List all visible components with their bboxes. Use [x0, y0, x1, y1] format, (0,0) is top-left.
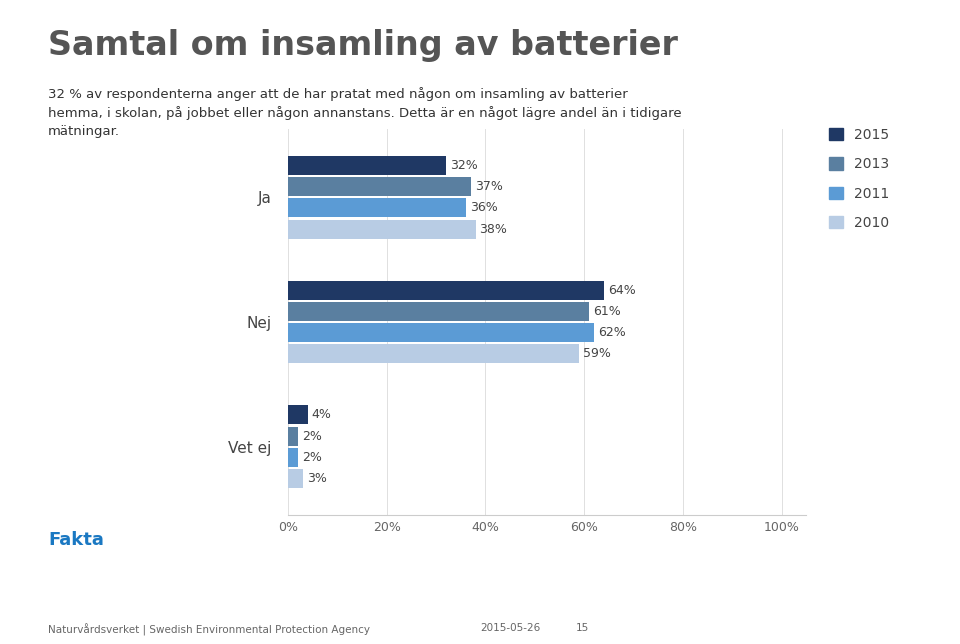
Bar [288, 177, 470, 196]
Text: 2%: 2% [301, 430, 322, 442]
Bar [288, 345, 579, 363]
Text: 2%: 2% [301, 451, 322, 464]
Text: Samtal om insamling av batterier: Samtal om insamling av batterier [48, 29, 678, 62]
Text: 59%: 59% [584, 347, 612, 360]
Text: VÅRDS: VÅRDS [888, 573, 936, 585]
Text: 32 % av respondenterna anger att de har pratat med någon om insamling av batteri: 32 % av respondenterna anger att de har … [48, 87, 682, 138]
Bar [288, 426, 298, 446]
Text: 61%: 61% [593, 305, 621, 318]
Text: 4%: 4% [312, 408, 331, 421]
Text: 62%: 62% [598, 326, 626, 339]
Text: 3%: 3% [307, 472, 326, 485]
Bar [288, 448, 298, 467]
Text: 38%: 38% [480, 223, 508, 236]
Text: 37%: 37% [474, 180, 502, 193]
Text: 15: 15 [576, 623, 589, 634]
Bar [288, 469, 302, 488]
Text: Total n (2015): 1000.: Total n (2015): 1000. [194, 592, 318, 605]
Text: VERKET: VERKET [885, 590, 939, 603]
Text: 32%: 32% [450, 159, 478, 172]
Text: Har du pratat med någon om insamling av batterier hemma, i skolan, på jobbet ell: Har du pratat med någon om insamling av … [194, 542, 736, 574]
Text: Övrig information:: Övrig information: [36, 592, 157, 607]
Bar [288, 302, 589, 321]
Text: 2015-05-26: 2015-05-26 [480, 623, 540, 634]
Bar [288, 156, 446, 175]
Legend: 2015, 2013, 2011, 2010: 2015, 2013, 2011, 2010 [828, 128, 889, 230]
Bar [288, 323, 594, 342]
Text: 36%: 36% [469, 202, 497, 214]
Bar [288, 281, 604, 299]
Text: 64%: 64% [608, 284, 636, 297]
Bar [288, 220, 475, 239]
Text: Fakta: Fakta [48, 531, 104, 549]
Bar [288, 405, 308, 424]
Text: NATUR: NATUR [888, 555, 936, 568]
Text: Fullständig fråga:: Fullständig fråga: [36, 542, 154, 556]
Bar [288, 198, 466, 218]
Text: Naturvårdsverket | Swedish Environmental Protection Agency: Naturvårdsverket | Swedish Environmental… [48, 623, 370, 636]
